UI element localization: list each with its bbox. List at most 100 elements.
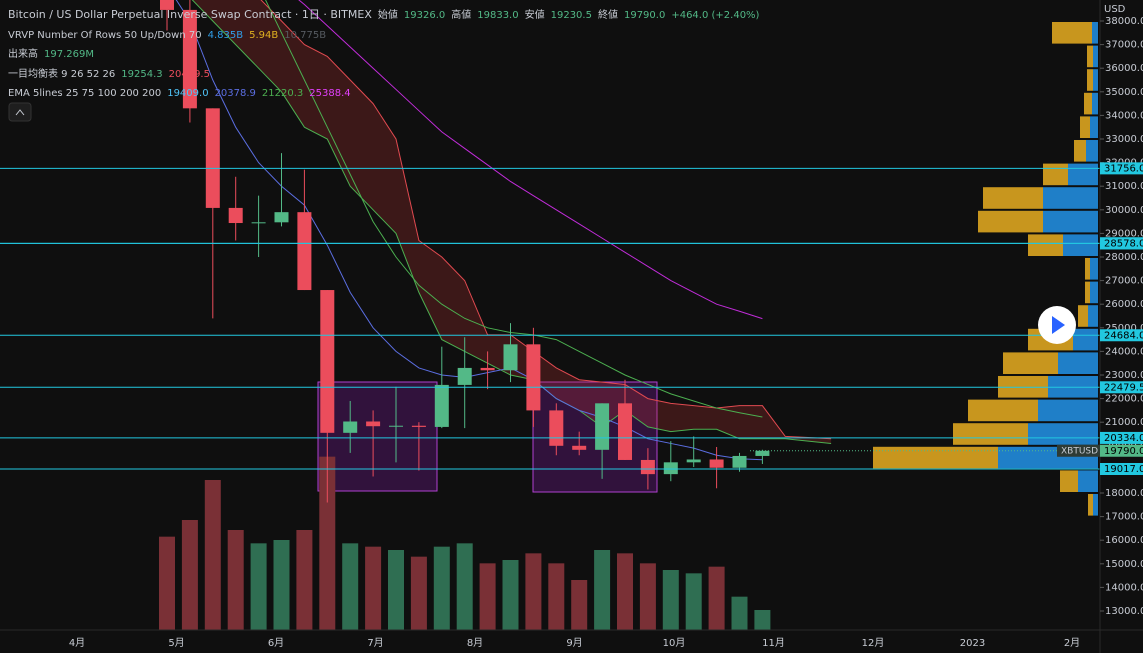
profile-up — [1043, 210, 1098, 233]
profile-up — [1063, 234, 1098, 257]
candle-body — [389, 425, 403, 427]
volume-bar — [227, 530, 244, 630]
profile-up — [1068, 163, 1098, 186]
level-label-box — [1100, 162, 1143, 175]
volume-bar — [685, 573, 702, 630]
candle-body — [572, 445, 587, 450]
range-box[interactable] — [317, 381, 438, 492]
symbol-box — [1057, 444, 1100, 457]
x-tick-label: 2023 — [960, 638, 985, 649]
y-tick-label: 38000.0 — [1105, 16, 1143, 27]
profile-down — [1074, 140, 1086, 162]
ichimoku-cloud — [192, 0, 832, 444]
volume-bar — [388, 550, 404, 630]
legend-text: EMA 5lines 25 75 100 200 200 — [8, 88, 162, 99]
y-tick-label: 33000.0 — [1105, 134, 1143, 145]
legend-text: 25388.4 — [309, 88, 351, 99]
volume-bar — [571, 580, 588, 630]
level-label: 22479.5 — [1104, 382, 1143, 393]
profile-up — [1086, 140, 1098, 162]
profile-down — [1052, 22, 1092, 44]
volume-bar — [365, 546, 382, 630]
profile-up — [1090, 258, 1098, 280]
profile-up — [1028, 423, 1098, 445]
volume-bar — [662, 570, 679, 630]
legend-text: 197.269M — [44, 49, 94, 60]
legend-text: 安値 — [524, 10, 545, 21]
volume-bar — [479, 563, 496, 630]
legend-text: 高値 — [451, 10, 472, 21]
candle-body — [755, 450, 770, 456]
profile-up — [1092, 22, 1098, 44]
profile-down — [1085, 281, 1090, 304]
y-tick-label: 13000.0 — [1105, 606, 1143, 617]
volume-bar — [319, 456, 336, 630]
play-button[interactable] — [1038, 306, 1076, 344]
y-tick-label: 21000.0 — [1105, 417, 1143, 428]
profile-down — [1084, 92, 1092, 115]
legend-text: +464.0 (+2.40%) — [671, 10, 760, 21]
profile-down — [978, 210, 1043, 233]
volume-bar — [273, 540, 290, 630]
y-tick-label: 31000.0 — [1105, 181, 1143, 192]
legend-text: Bitcoin / US Dollar Perpetual Inverse Sw… — [8, 8, 372, 21]
y-tick-label: 34000.0 — [1105, 110, 1143, 121]
volume-bar — [731, 596, 748, 630]
candle-body — [366, 421, 381, 427]
y-tick-label: 27000.0 — [1105, 276, 1143, 287]
level-label: 19017.0 — [1104, 464, 1143, 475]
legend-row: VRVP Number Of Rows 50 Up/Down 70 4.835B 5… — [8, 26, 765, 46]
y-tick-label: 25000.0 — [1105, 323, 1143, 334]
candle-body — [228, 207, 243, 224]
candle-body — [251, 222, 266, 224]
y-tick-label: 26000.0 — [1105, 299, 1143, 310]
candle-body — [503, 344, 518, 371]
candle-body — [457, 367, 472, 385]
volume-bar — [525, 553, 542, 630]
profile-down — [1060, 470, 1078, 493]
level-label-box — [1100, 381, 1143, 394]
ichimoku-span-a — [191, 0, 832, 444]
y-tick-label: 18000.0 — [1105, 488, 1143, 499]
profile-up — [1058, 352, 1098, 375]
candle-body — [640, 459, 655, 475]
legend-text: 19833.0 — [477, 10, 519, 21]
x-tick-label: 2月 — [1064, 637, 1080, 649]
profile-down — [873, 446, 998, 469]
volume-bar — [204, 480, 221, 630]
volume-bar — [708, 566, 725, 630]
level-label: 24684.0 — [1104, 330, 1143, 341]
candle-body — [549, 410, 564, 446]
ema-line — [298, 0, 763, 320]
y-tick-label: 24000.0 — [1105, 346, 1143, 357]
profile-down — [983, 187, 1043, 209]
candle-body — [526, 344, 541, 411]
legend-text: 4.835B — [207, 29, 244, 41]
profile-down — [1078, 305, 1088, 327]
volume-bar — [250, 543, 267, 630]
profile-up — [1088, 305, 1098, 327]
legend-text: 10.775B — [284, 29, 327, 41]
profile-down — [1085, 258, 1090, 280]
volume-bar — [159, 536, 175, 630]
candle-body — [595, 403, 610, 450]
profile-down — [968, 399, 1038, 422]
profile-up — [1043, 187, 1098, 209]
profile-up — [1093, 494, 1098, 516]
candle-body — [343, 421, 358, 433]
collapse-button[interactable] — [8, 102, 32, 122]
y-axis-label: USD — [1104, 4, 1126, 15]
profile-down — [1080, 116, 1090, 139]
profile-down — [1087, 69, 1093, 91]
level-label-box — [1100, 237, 1143, 250]
profile-down — [1003, 352, 1058, 375]
volume-bar — [181, 520, 198, 630]
level-label-box — [1100, 463, 1143, 476]
last-price-box — [1100, 444, 1143, 457]
profile-down — [1088, 494, 1093, 516]
x-tick-label: 12月 — [862, 637, 885, 649]
volume-bar — [548, 563, 565, 630]
y-tick-label: 23000.0 — [1105, 370, 1143, 381]
legend-text: 一目均衡表 9 26 52 26 — [8, 68, 116, 80]
